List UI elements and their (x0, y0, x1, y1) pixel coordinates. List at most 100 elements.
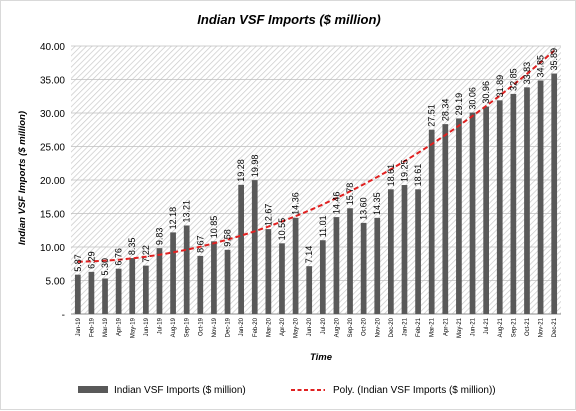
x-tick-label: Apr-20 (280, 317, 286, 336)
bar (292, 217, 299, 314)
y-axis-title: Indian VSF Imports ($ million) (17, 111, 28, 245)
y-tick-label: 5.00 (46, 277, 66, 288)
data-label: 10.85 (209, 216, 219, 239)
y-tick-label: 10.00 (40, 243, 65, 254)
data-label: 15.78 (345, 183, 355, 206)
data-label: 8.35 (127, 238, 137, 256)
x-tick-label: Jul-20 (321, 317, 327, 334)
y-tick-label: 25.00 (40, 143, 65, 154)
data-label: 30.96 (481, 81, 491, 104)
bar (306, 266, 313, 314)
x-tick-label: Feb-19 (89, 317, 95, 337)
bar (524, 87, 530, 315)
x-tick-label: Jun-20 (307, 317, 313, 336)
data-label: 9.83 (155, 228, 165, 246)
bar (170, 232, 176, 314)
y-tick-label: - (62, 310, 65, 321)
bar (388, 189, 394, 314)
bar (319, 240, 326, 314)
x-tick-label: Sep-20 (348, 317, 354, 337)
data-label: 19.25 (400, 159, 410, 182)
x-tick-label: Jul-21 (484, 317, 490, 334)
x-tick-label: Jan-20 (239, 317, 245, 336)
y-tick-label: 35.00 (40, 76, 65, 87)
bar (374, 217, 381, 314)
plot-area: - 5.00 10.00 15.00 20.00 25.00 30.00 35.00 40.00… (40, 42, 561, 338)
x-tick-label: Dec-21 (552, 317, 558, 337)
bar (238, 184, 244, 314)
data-label: 12.67 (263, 204, 273, 227)
x-tick-label: Mar-20 (266, 317, 272, 337)
bar (115, 268, 122, 314)
x-tick-label: Apr-19 (117, 317, 123, 336)
bar (442, 124, 449, 314)
x-tick-label: Aug-19 (171, 317, 177, 337)
bar (183, 225, 190, 314)
legend: Indian VSF Imports ($ million) Poly. (In… (78, 385, 496, 396)
chart-title: Indian VSF Imports ($ million) (197, 12, 380, 27)
x-tick-label: May-21 (457, 317, 463, 338)
bar (415, 189, 421, 314)
bar (197, 255, 204, 314)
bar (456, 118, 462, 314)
bar (102, 278, 108, 314)
bar (360, 222, 367, 314)
bar (333, 217, 340, 314)
x-tick-label: Sep-19 (185, 317, 191, 337)
data-label: 19.98 (250, 155, 260, 178)
data-label: 13.60 (359, 197, 369, 220)
bar (251, 180, 258, 314)
x-tick-label: Jun-19 (144, 317, 150, 336)
legend-trend-label: Poly. (Indian VSF Imports ($ million)) (333, 385, 496, 396)
x-tick-label: Nov-19 (212, 317, 218, 337)
x-tick-label: Aug-21 (498, 317, 504, 337)
y-tick-label: 40.00 (40, 42, 65, 53)
data-label: 14.46 (331, 192, 341, 215)
data-label: 30.06 (467, 87, 477, 110)
x-tick-label: Aug-20 (334, 317, 340, 337)
data-label: 14.35 (372, 192, 382, 215)
bar (224, 249, 231, 314)
x-tick-label: Sep-21 (511, 317, 517, 337)
data-label: 19.28 (236, 159, 246, 182)
data-label: 29.19 (454, 93, 464, 116)
x-tick-label: Jun-21 (471, 317, 477, 336)
bar (401, 185, 408, 314)
legend-bar-label: Indian VSF Imports ($ million) (114, 385, 246, 396)
x-axis-title: Time (310, 352, 333, 363)
y-tick-label: 30.00 (40, 109, 65, 120)
bar (74, 274, 81, 314)
x-tick-label: Oct-21 (525, 317, 531, 336)
bar (156, 248, 163, 314)
data-label: 6.76 (114, 248, 124, 266)
bar (129, 258, 136, 314)
x-tick-label: Feb-21 (416, 317, 422, 337)
bar (510, 93, 517, 314)
bar (469, 112, 476, 315)
x-tick-label: Oct-20 (362, 317, 368, 336)
y-tick-label: 15.00 (40, 210, 65, 221)
data-label: 18.61 (413, 164, 423, 187)
legend-bar-swatch (78, 386, 108, 393)
data-label: 6.29 (86, 251, 96, 269)
data-label: 33.83 (522, 62, 532, 85)
x-tick-label: May-20 (294, 317, 300, 338)
x-tick-label: Feb-20 (253, 317, 259, 337)
x-tick-label: Mar-19 (103, 317, 109, 337)
bar (265, 229, 272, 314)
bar (483, 106, 489, 315)
data-label: 12.18 (168, 207, 178, 230)
bar (537, 80, 544, 314)
bar (428, 129, 435, 314)
data-label: 7.22 (141, 245, 151, 263)
bar (88, 271, 95, 314)
x-tick-label: Apr-21 (443, 317, 449, 336)
bar (279, 243, 285, 314)
data-label: 18.61 (386, 164, 396, 187)
data-label: 35.89 (549, 48, 559, 71)
data-label: 11.01 (318, 215, 328, 237)
x-tick-label: Jan-21 (403, 317, 409, 336)
y-tick-label: 20.00 (40, 176, 65, 187)
bar (347, 208, 353, 314)
data-label: 7.14 (304, 246, 314, 264)
